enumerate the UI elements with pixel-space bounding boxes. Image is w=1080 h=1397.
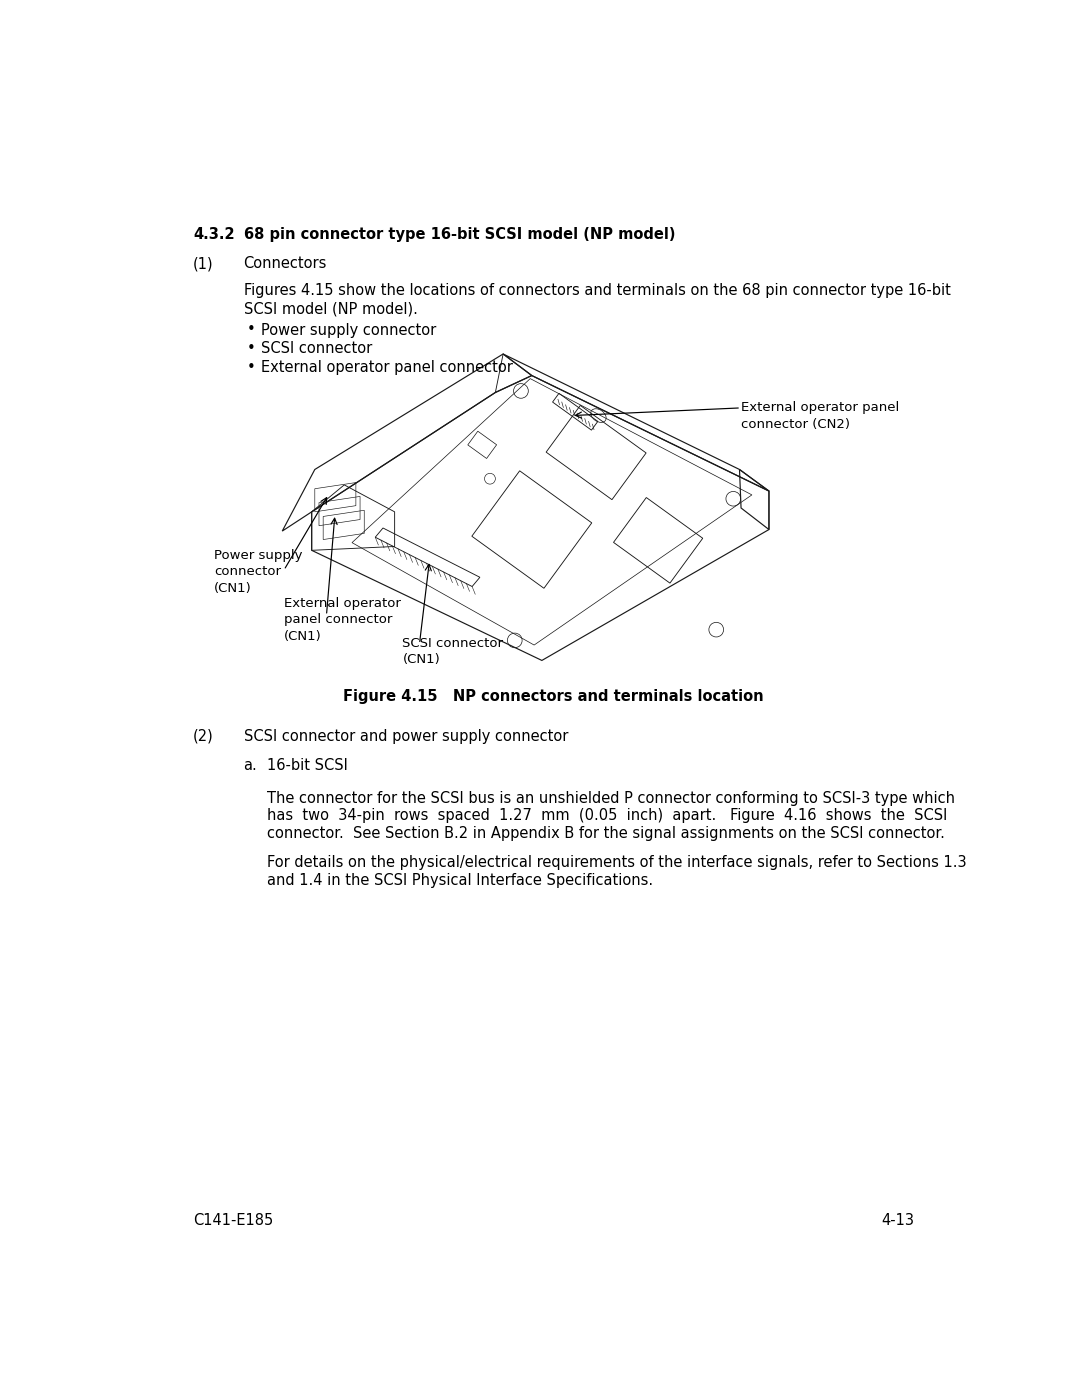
Text: SCSI connector: SCSI connector [403,637,503,650]
Text: External operator panel: External operator panel [741,401,900,414]
Text: connector.  See Section B.2 in Appendix B for the signal assignments on the SCSI: connector. See Section B.2 in Appendix B… [267,826,945,841]
Text: 4-13: 4-13 [881,1213,914,1228]
Text: For details on the physical/electrical requirements of the interface signals, re: For details on the physical/electrical r… [267,855,967,870]
Text: 68 pin connector type 16-bit SCSI model (NP model): 68 pin connector type 16-bit SCSI model … [243,226,675,242]
Text: •: • [246,321,255,337]
Text: Figures 4.15 show the locations of connectors and terminals on the 68 pin connec: Figures 4.15 show the locations of conne… [243,284,950,298]
Text: a.: a. [243,759,257,773]
Text: (CN1): (CN1) [284,630,322,643]
Text: panel connector: panel connector [284,613,392,626]
Text: (2): (2) [193,729,214,745]
Text: Power supply: Power supply [214,549,302,562]
Text: SCSI model (NP model).: SCSI model (NP model). [243,300,417,316]
Text: has  two  34-pin  rows  spaced  1.27  mm  (0.05  inch)  apart.   Figure  4.16  s: has two 34-pin rows spaced 1.27 mm (0.05… [267,809,947,823]
Text: connector (CN2): connector (CN2) [741,418,850,430]
Text: External operator: External operator [284,597,401,609]
Text: External operator panel connector: External operator panel connector [260,360,512,376]
Text: Connectors: Connectors [243,256,327,271]
Text: (CN1): (CN1) [214,583,252,595]
Text: C141-E185: C141-E185 [193,1213,273,1228]
Text: (CN1): (CN1) [403,654,441,666]
Text: connector: connector [214,566,281,578]
Text: The connector for the SCSI bus is an unshielded P connector conforming to SCSI-3: The connector for the SCSI bus is an uns… [267,791,955,806]
Text: •: • [246,341,255,356]
Text: 4.3.2: 4.3.2 [193,226,234,242]
Text: SCSI connector: SCSI connector [260,341,372,356]
Text: •: • [246,359,255,374]
Text: 16-bit SCSI: 16-bit SCSI [267,759,348,773]
Text: Figure 4.15   NP connectors and terminals location: Figure 4.15 NP connectors and terminals … [343,689,764,704]
Text: Power supply connector: Power supply connector [260,323,436,338]
Text: and 1.4 in the SCSI Physical Interface Specifications.: and 1.4 in the SCSI Physical Interface S… [267,873,653,888]
Text: SCSI connector and power supply connector: SCSI connector and power supply connecto… [243,729,568,745]
Text: (1): (1) [193,256,214,271]
